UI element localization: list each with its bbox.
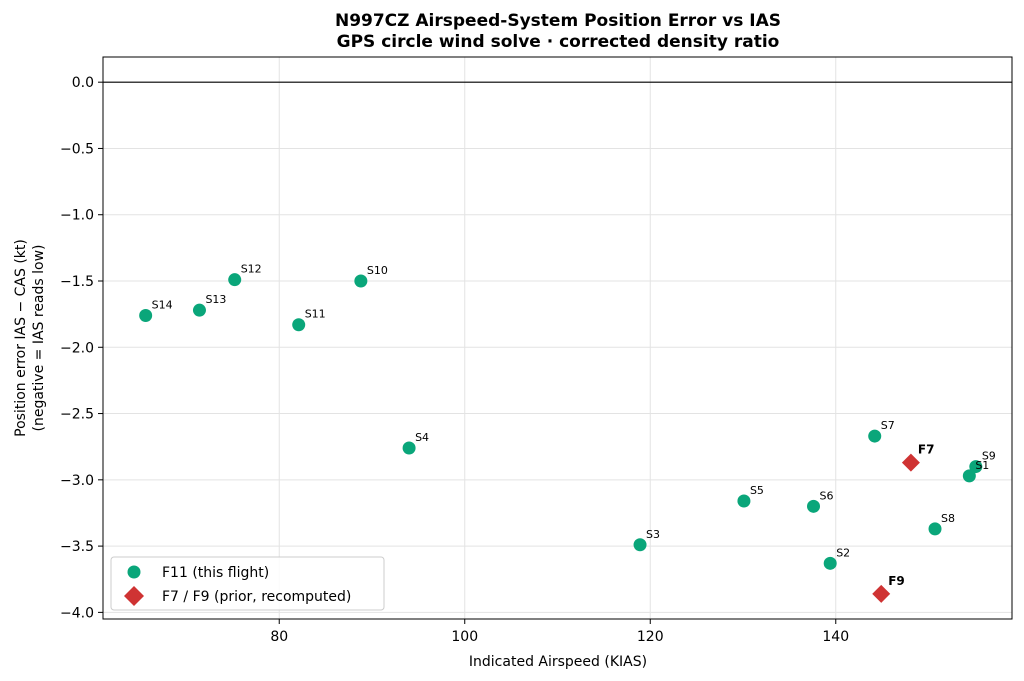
y-tick-label: −2.0: [60, 340, 94, 356]
point-s1: [962, 469, 976, 483]
legend-marker-f11: [127, 565, 141, 579]
point-label-s13: S13: [205, 293, 226, 306]
point-f7: [901, 453, 920, 472]
legend-marker-f7-f9: [124, 586, 144, 606]
chart-title: N997CZ Airspeed-System Position Error vs…: [335, 11, 781, 31]
point-s4: [402, 441, 416, 455]
point-s6: [807, 499, 821, 513]
point-label-s7: S7: [881, 419, 895, 432]
y-tick-label: −1.0: [60, 208, 94, 224]
point-s3: [633, 538, 647, 552]
point-label-s3: S3: [646, 528, 660, 541]
y-axis-label-line2: (negative = IAS reads low): [31, 244, 47, 431]
y-tick-label: −1.5: [60, 274, 94, 290]
point-s5: [737, 494, 751, 508]
point-s8: [928, 522, 942, 536]
point-label-f7: F7: [918, 443, 935, 457]
y-tick-label: −0.5: [60, 141, 94, 157]
grid-lines: [103, 57, 1012, 619]
legend-label-f7-f9: F7 / F9 (prior, recomputed): [162, 589, 351, 605]
point-label-s5: S5: [750, 484, 764, 497]
y-axis-label: Position error IAS − CAS (kt) (negative …: [13, 239, 47, 437]
x-tick-label: 80: [270, 629, 288, 645]
x-tick-label: 120: [637, 629, 664, 645]
point-s11: [292, 318, 306, 332]
point-label-s12: S12: [241, 263, 262, 276]
point-s9: [969, 460, 983, 474]
point-label-s11: S11: [305, 308, 326, 321]
y-axis-label-line1: Position error IAS − CAS (kt): [13, 239, 29, 437]
point-label-s8: S8: [941, 512, 955, 525]
point-label-s9: S9: [982, 450, 996, 463]
legend: F11 (this flight) F7 / F9 (prior, recomp…: [110, 556, 385, 611]
x-tick-label: 100: [451, 629, 478, 645]
point-label-s1: S1: [975, 459, 989, 472]
point-s2: [823, 556, 837, 570]
x-tick-label: 140: [822, 629, 849, 645]
y-tick-label: −3.0: [60, 473, 94, 489]
chart-subtitle: GPS circle wind solve · corrected densit…: [337, 32, 780, 52]
x-axis-label: Indicated Airspeed (KIAS): [469, 654, 647, 670]
data-points: [139, 273, 983, 603]
point-label-s14: S14: [152, 298, 173, 311]
plot-frame: [102, 56, 1013, 620]
point-s7: [868, 429, 882, 443]
point-s14: [139, 308, 153, 322]
x-axis-ticks: 80 100 120 140: [270, 619, 849, 645]
point-s13: [192, 303, 206, 317]
legend-box: [110, 556, 385, 611]
point-labels: S1 S2 S3 S4 S5 S6 S7 S8 S9 S10 S11 S12 S13 S14 F7 F9: [152, 263, 996, 588]
point-label-s2: S2: [836, 546, 850, 559]
y-tick-label: −3.5: [60, 539, 94, 555]
point-label-s10: S10: [367, 264, 388, 277]
y-tick-label: −2.5: [60, 407, 94, 423]
y-axis-ticks: 0.0 −0.5 −1.0 −1.5 −2.0 −2.5 −3.0 −3.5 −4.0: [60, 75, 103, 621]
legend-label-f11: F11 (this flight): [162, 565, 269, 581]
point-label-s6: S6: [820, 489, 834, 502]
y-tick-label: 0.0: [72, 75, 94, 91]
point-label-f9: F9: [888, 574, 905, 588]
y-tick-label: −4.0: [60, 605, 94, 621]
point-f9: [872, 584, 891, 603]
point-label-s4: S4: [415, 431, 429, 444]
point-s10: [354, 274, 368, 288]
point-s12: [228, 273, 242, 287]
